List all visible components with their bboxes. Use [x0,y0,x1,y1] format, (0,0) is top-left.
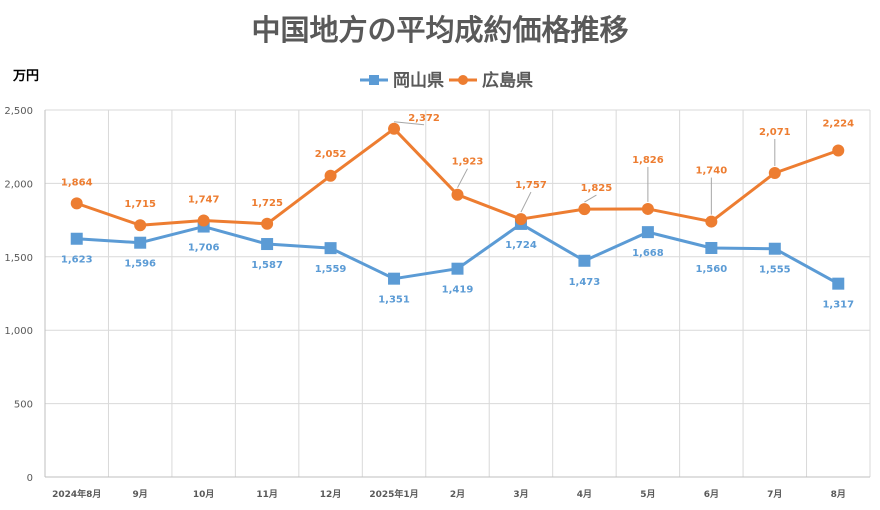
hiroshima-point [578,203,591,216]
x-tick-label: 2月 [450,489,465,500]
hiroshima-data-label: 1,825 [581,183,613,194]
hiroshima-leader-line [457,168,468,188]
hiroshima-point [705,215,718,228]
okayama-point [578,254,591,267]
hiroshima-data-label: 1,725 [251,198,283,209]
x-tick-label: 3月 [513,489,528,500]
okayama-data-label: 1,706 [188,243,220,254]
okayama-point [134,236,147,249]
hiroshima-leader-line [520,191,532,213]
data-labels-layer: 1,623 1,596 1,706 1,587 1,559 1,351 1,419 1,724… [61,113,854,311]
y-tick-label: 1,500 [4,253,33,264]
hiroshima-point [70,197,83,210]
okayama-data-label: 1,587 [251,260,283,271]
okayama-point [261,238,274,251]
hiroshima-point [388,122,401,135]
okayama-data-label: 1,623 [61,255,93,266]
legend-label: 広島県 [482,70,533,91]
hiroshima-point [641,202,654,215]
hiroshima-point [261,217,274,230]
x-tick-label: 10月 [193,489,215,500]
y-tick-label: 0 [27,473,33,484]
hiroshima-data-label: 2,071 [759,127,791,138]
chart-title: 中国地方の平均成約価格推移 [251,13,628,47]
okayama-data-label: 1,596 [124,259,156,270]
legend-label: 岡山県 [393,71,444,91]
x-tick-label: 5月 [640,489,655,500]
hiroshima-point [197,214,210,227]
x-tick-label: 6月 [704,489,719,500]
hiroshima-data-label: 1,740 [696,166,728,177]
hiroshima-point [324,169,337,182]
hiroshima-data-label: 2,224 [822,119,854,130]
x-tick-label: 4月 [577,489,592,500]
y-tick-label: 2,500 [4,106,33,117]
hiroshima-data-label: 1,715 [124,199,156,210]
x-tick-label: 2024年8月 [52,488,101,500]
hiroshima-leader-line [393,121,425,126]
hiroshima-point [514,213,527,226]
hiroshima-leader-line [584,194,597,203]
series-layer [70,122,845,290]
y-tick-label: 2,000 [4,179,33,190]
okayama-data-label: 1,560 [696,264,728,275]
okayama-data-label: 1,724 [505,240,537,251]
okayama-data-label: 1,317 [822,300,854,311]
y-tick-label: 500 [14,400,33,411]
y-tick-label: 1,000 [4,326,33,337]
okayama-point [324,242,337,255]
x-tick-label: 9月 [133,489,148,500]
legend-item: 岡山県 [360,71,444,91]
hiroshima-line [75,127,840,227]
okayama-data-label: 1,351 [378,295,410,306]
okayama-data-label: 1,555 [759,265,791,276]
hiroshima-point [451,188,464,201]
hiroshima-data-label: 1,826 [632,155,664,166]
okayama-point [705,241,718,254]
okayama-point [832,277,845,290]
okayama-point [451,262,464,275]
x-axis: 2024年8月 9月 10月 11月 12月 2025年1月 2月 3月 4月 5月 6月 7月 8月 [45,476,870,500]
hiroshima-point [134,219,147,232]
hiroshima-data-label: 1,757 [515,180,547,191]
y-axis: 0 500 1,000 1,500 2,000 2,500 [4,106,46,484]
x-tick-label: 2025年1月 [369,488,418,500]
y-axis-unit-label: 万円 [12,69,39,84]
hiroshima-point [768,166,781,179]
legend-square-marker [369,75,379,85]
hiroshima-data-label: 1,864 [61,177,93,188]
legend-circle-marker [458,75,468,85]
okayama-point [388,272,401,285]
legend: 岡山県 広島県 [360,70,533,91]
hiroshima-data-label: 2,052 [315,149,347,160]
x-tick-label: 7月 [767,489,782,500]
okayama-point [70,232,83,245]
okayama-data-label: 1,668 [632,248,664,259]
legend-item: 広島県 [449,70,533,91]
x-tick-label: 11月 [256,489,278,500]
okayama-point [768,242,781,255]
x-tick-label: 12月 [320,489,342,500]
hiroshima-data-label: 2,372 [408,113,440,124]
hiroshima-point [832,144,845,157]
okayama-data-label: 1,559 [315,264,347,275]
x-tick-label: 8月 [831,489,846,500]
okayama-point [641,226,654,239]
okayama-data-label: 1,419 [442,285,474,296]
hiroshima-data-label: 1,923 [452,157,484,168]
hiroshima-data-label: 1,747 [188,195,220,206]
okayama-data-label: 1,473 [569,277,601,288]
